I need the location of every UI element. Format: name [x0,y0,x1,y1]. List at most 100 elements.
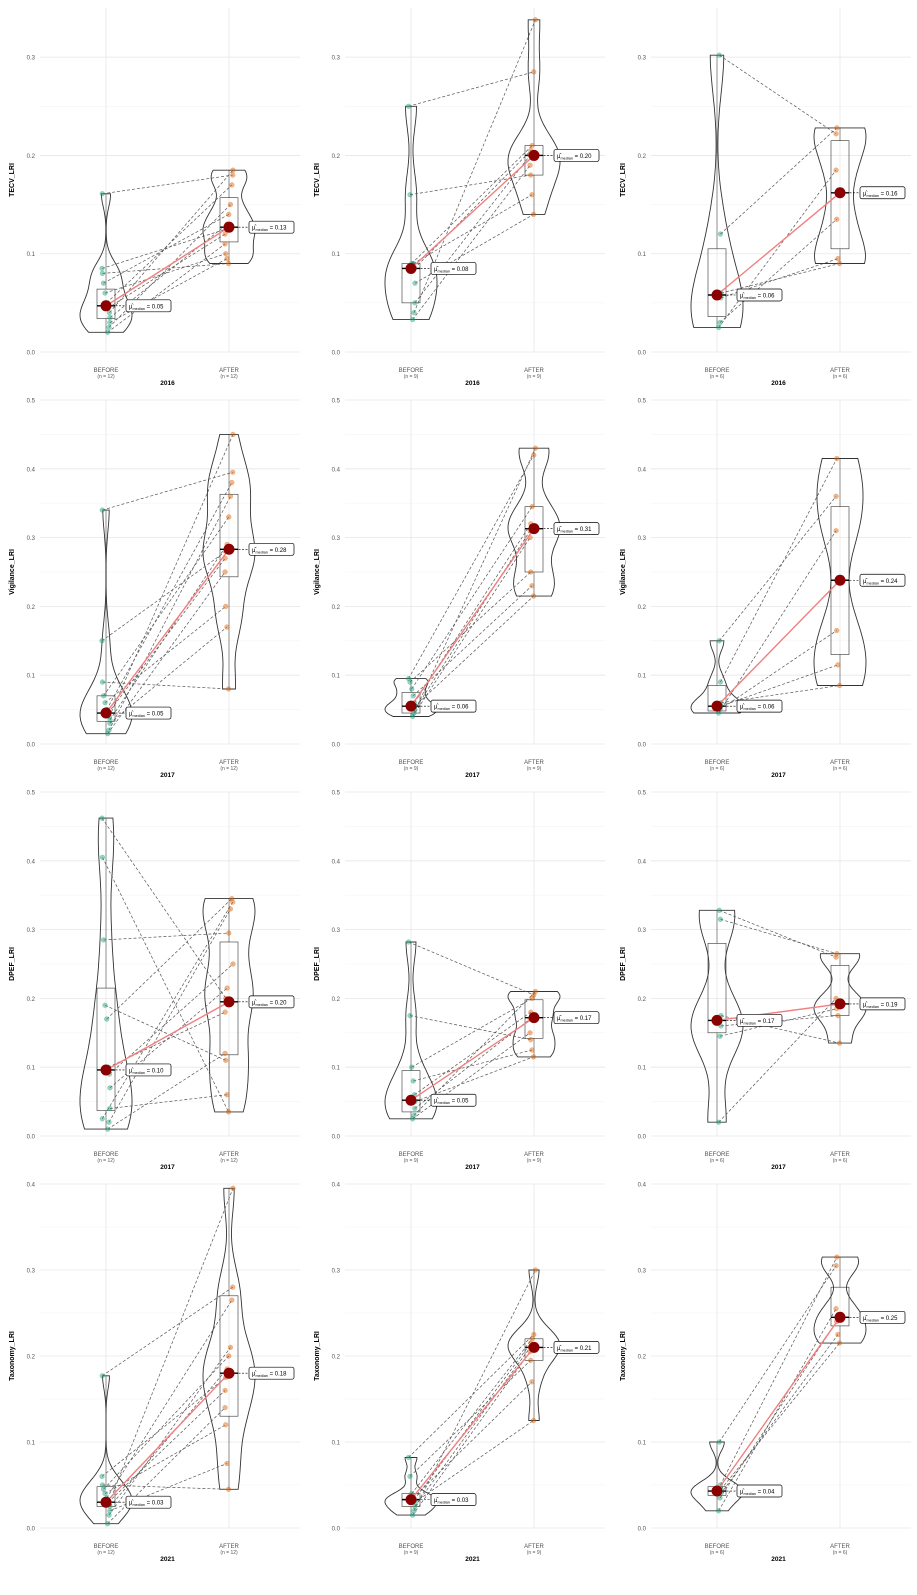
point-after [230,167,236,173]
chart-panel: 0.0 0.1 0.2 0.3 0.4 0.5 μ̂median = 0.05 μ̂media… [9,399,300,779]
median-connector [716,1316,841,1492]
median-value: 0.05 [152,304,164,310]
point-after [230,961,236,967]
x-axis-title: 2017 [465,1164,480,1171]
point-after [834,1254,840,1260]
point-before [717,1033,723,1039]
point-before [102,1002,108,1008]
point-after [223,1422,229,1428]
median-label: μ̂median = 0.19 [863,1002,898,1009]
paired-line [718,530,837,714]
paired-line [109,169,234,313]
median-point-after [223,221,235,233]
x-tick-label: AFTER [830,1152,850,1158]
x-tick-n-label: (n = 9) [527,1158,542,1164]
point-before [412,280,418,286]
median-value: 0.03 [152,1501,164,1507]
median-label-box [859,186,906,200]
median-label: μ̂median = 0.03 [129,1501,164,1508]
point-before [102,1491,108,1497]
point-after [230,172,236,178]
point-after [224,1460,230,1467]
point-after [224,985,230,991]
point-before [717,916,724,922]
paired-line [411,506,533,690]
point-after [528,172,534,178]
paired-line [412,165,531,320]
point-before [99,1473,105,1480]
paired-line [409,174,531,196]
median-label-box [736,1014,783,1027]
point-after [835,1331,841,1338]
x-tick-n-label: (n = 9) [527,766,542,772]
y-tick-label: 0.0 [332,1527,341,1533]
x-tick-n-label: (n = 12) [220,1158,238,1164]
y-tick-label: 0.3 [332,1269,341,1275]
median-value: 0.18 [275,1372,287,1378]
x-tick-label: AFTER [524,1152,544,1158]
x-tick-n-label: (n = 12) [97,1158,115,1164]
point-before [99,854,106,860]
paired-line [413,448,536,714]
x-tick-label: AFTER [830,368,850,374]
x-tick-label: BEFORE [399,1152,424,1158]
median-label-box [430,1093,477,1107]
point-before [106,1512,112,1518]
point-after [834,951,840,957]
point-after [834,455,840,462]
paired-line [109,544,228,721]
point-before [405,1454,412,1461]
paired-line [413,1269,536,1511]
paired-line [102,1286,233,1377]
y-tick-label: 0.4 [332,1183,341,1189]
paired-line [409,1015,531,1041]
median-value: 0.24 [886,579,898,585]
point-before [407,1013,413,1019]
median-point-before [100,1496,112,1508]
x-tick-label: BEFORE [94,1152,119,1158]
point-before [717,319,723,326]
paired-line [102,471,233,511]
point-after [230,1185,236,1191]
point-before [107,1508,113,1514]
paired-line [718,1308,837,1511]
x-tick-label: BEFORE [705,368,730,374]
point-before [102,700,108,706]
paired-line [414,1011,532,1096]
y-tick-label: 0.3 [638,1269,647,1275]
y-tick-label: 0.0 [27,1527,36,1533]
point-after [833,1306,839,1312]
point-after [226,211,232,218]
point-after [224,256,230,262]
point-after [531,452,537,458]
y-tick-label: 0.3 [27,928,36,934]
point-after [530,1054,537,1060]
median-value: 0.31 [580,527,592,533]
point-after [229,182,235,188]
point-after [532,1267,539,1273]
x-tick-n-label: (n = 9) [527,1550,542,1556]
paired-line [720,127,838,235]
x-tick-label: BEFORE [399,368,424,374]
point-after [226,1353,232,1359]
x-tick-n-label: (n = 9) [527,374,542,380]
point-after [833,1263,839,1269]
y-tick-label: 0.3 [27,536,36,542]
median-point-before [711,700,723,712]
median-label-box [736,1484,783,1498]
point-before [716,907,722,913]
median-label-box [859,573,906,587]
x-tick-n-label: (n = 6) [710,1158,725,1164]
paired-line [719,219,837,323]
point-after [226,514,232,520]
point-before [99,815,105,821]
violin-after [507,1269,561,1421]
point-after [836,1040,843,1046]
y-tick-label: 0.3 [638,928,647,934]
median-label: μ̂median = 0.06 [740,705,775,712]
y-tick-label: 0.5 [332,791,341,797]
point-before [412,300,418,306]
point-before [102,290,108,296]
chart-panel: 0.0 0.1 0.2 0.3 0.4 0.5 μ̂median = 0.10 μ̂media… [9,791,300,1171]
paired-line [102,681,229,690]
